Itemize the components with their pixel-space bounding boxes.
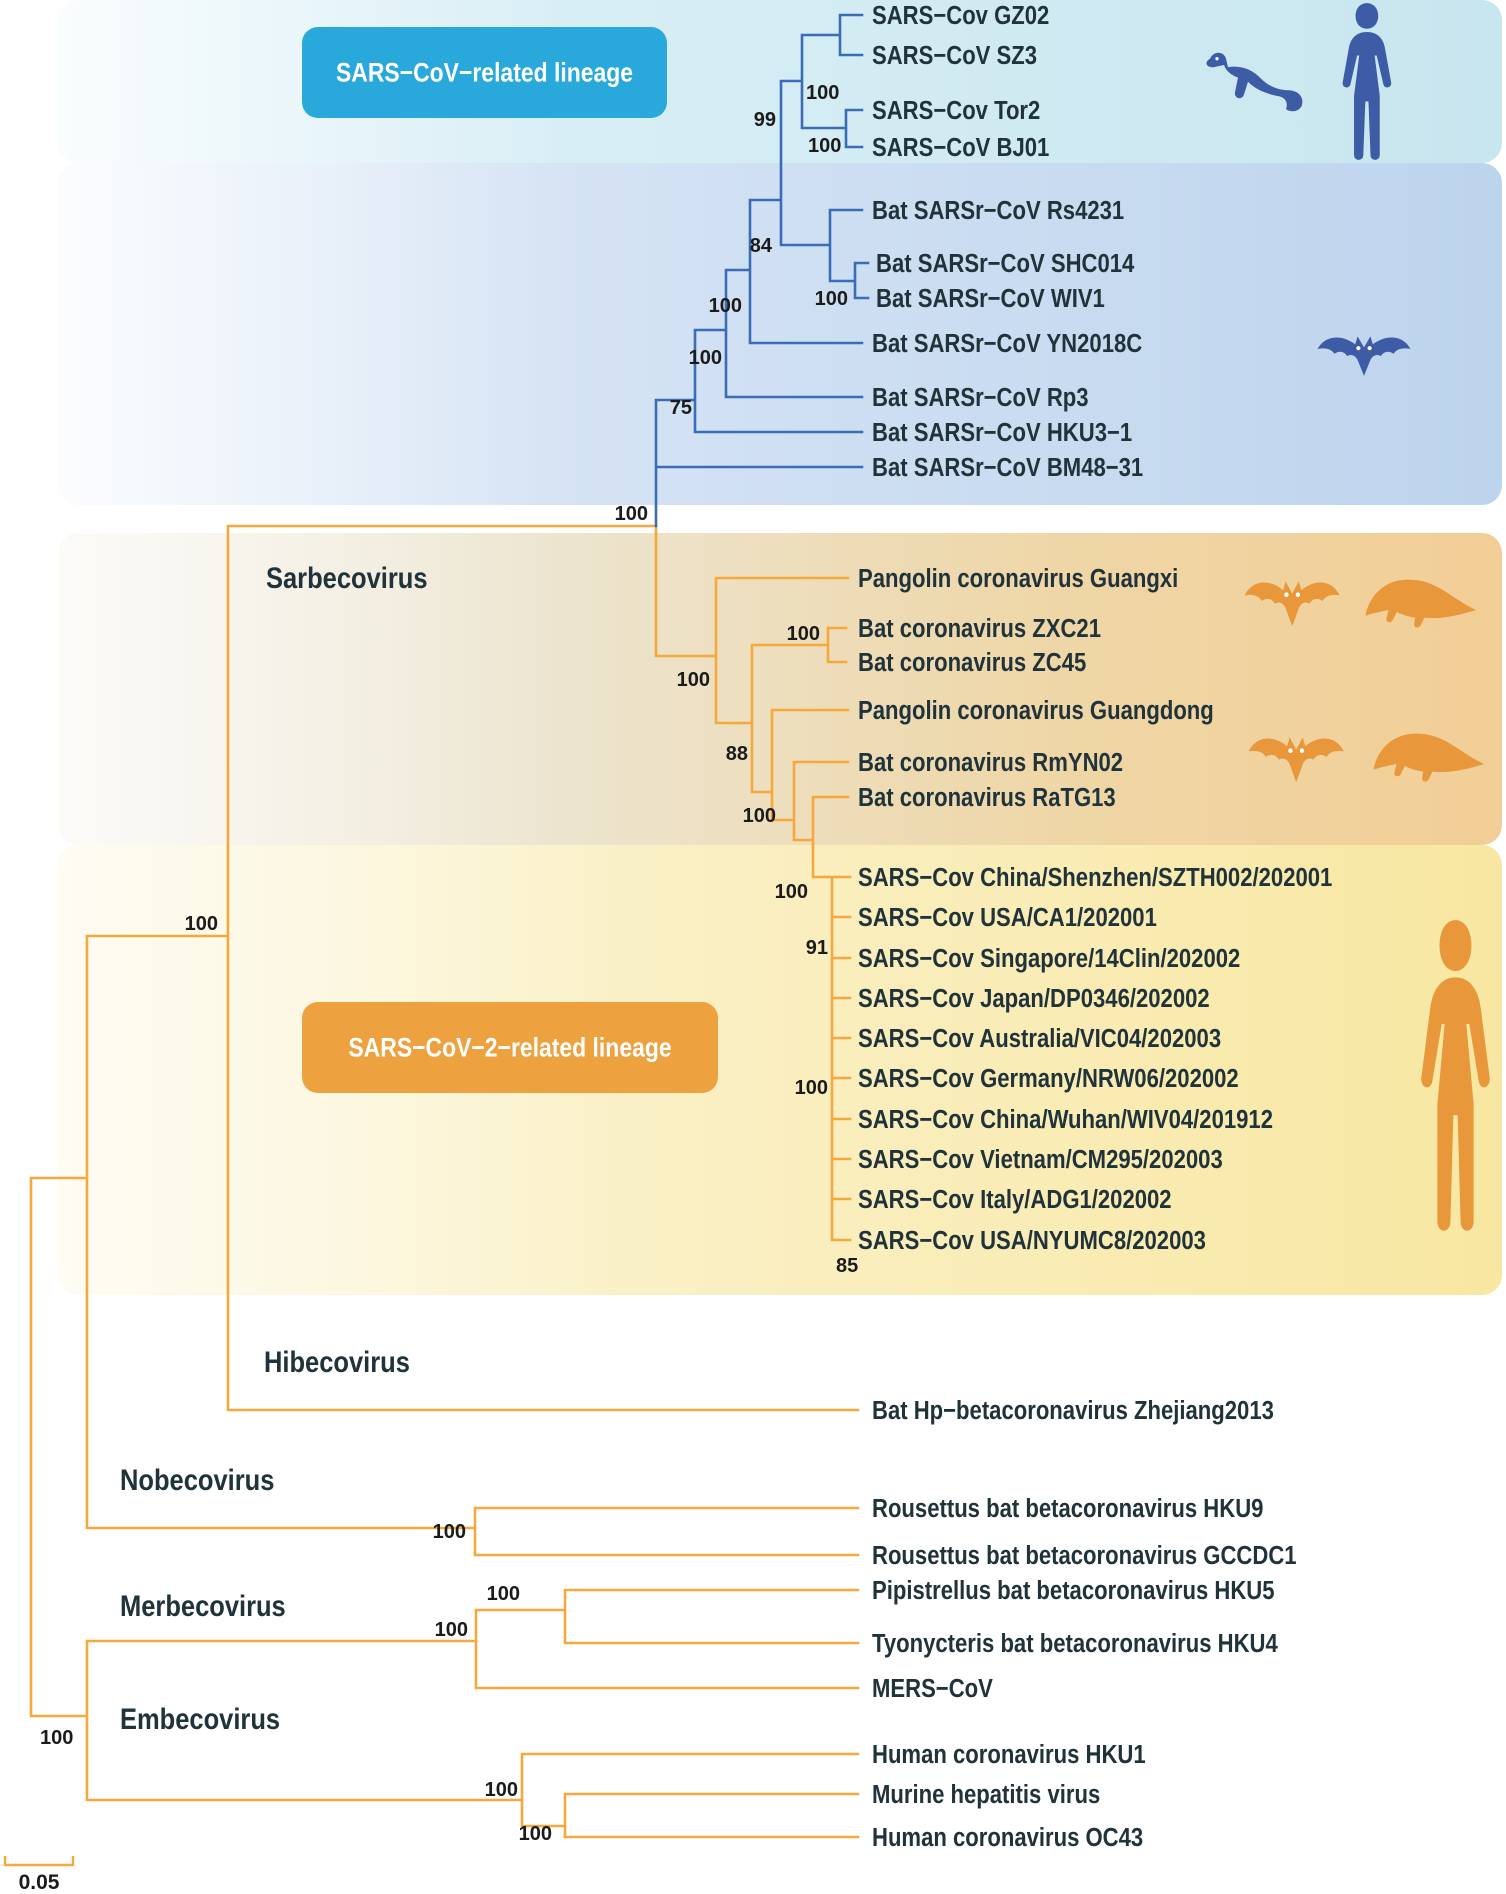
bootstrap-value: 100 [615,503,648,525]
taxon-label: Bat SARSr−CoV YN2018C [872,329,1142,358]
pangolin-icon [1373,733,1484,782]
taxon-label: Bat SARSr−CoV Rp3 [872,383,1089,412]
lineage-badge [302,1002,718,1093]
taxon-label: Tyonycteris bat betacoronavirus HKU4 [872,1629,1278,1658]
taxon-label: SARS−Cov GZ02 [872,1,1049,30]
bootstrap-value: 100 [795,1077,828,1099]
tree-branches-blue [654,13,870,528]
taxon-label: SARS−Cov Vietnam/CM295/202003 [858,1145,1223,1174]
bootstrap-value: 100 [40,1727,73,1749]
human-icon [1421,920,1490,1231]
bootstrap-value: 84 [750,235,773,257]
bootstrap-value: 91 [806,937,828,959]
bootstrap-value: 100 [689,347,722,369]
taxon-label: Bat SARSr−CoV WIV1 [876,284,1105,313]
taxon-label: Human coronavirus OC43 [872,1823,1143,1852]
taxon-label: SARS−Cov Germany/NRW06/202002 [858,1064,1239,1093]
panel-sars-cov-2-lineage [58,845,1502,1295]
taxon-label: Human coronavirus HKU1 [872,1740,1146,1769]
bootstrap-value: 100 [677,669,710,691]
taxon-label: Bat SARSr−CoV BM48−31 [872,453,1143,482]
bootstrap-value: 100 [815,288,848,310]
bootstrap-value: 100 [519,1823,552,1845]
bat-icon [1244,581,1340,627]
bootstrap-value: 100 [709,295,742,317]
taxon-label: Bat coronavirus RaTG13 [858,783,1116,812]
taxon-label: SARS−Cov China/Shenzhen/SZTH002/202001 [858,863,1332,892]
taxon-label: SARS−Cov Italy/ADG1/202002 [858,1185,1172,1214]
taxon-label: Bat Hp−betacoronavirus Zhejiang2013 [872,1396,1274,1425]
civet-icon [1206,52,1303,112]
bootstrap-value: 100 [806,82,839,104]
lineage-badge-label: SARS−CoV−2−related lineage [348,1033,671,1063]
taxon-label: Bat SARSr−CoV Rs4231 [872,196,1124,225]
genus-label: Sarbecovirus [266,561,428,594]
panel-pangolin-bat [58,533,1502,845]
human-icon [1342,3,1392,160]
taxon-label: SARS−Cov Japan/DP0346/202002 [858,984,1210,1013]
taxon-label: Bat SARSr−CoV SHC014 [876,249,1135,278]
taxon-label: Bat coronavirus ZXC21 [858,614,1101,643]
bootstrap-value: 100 [775,881,808,903]
bootstrap-value: 100 [435,1619,468,1641]
taxon-label: Bat coronavirus ZC45 [858,648,1086,677]
taxon-label: Murine hepatitis virus [872,1780,1100,1809]
bootstrap-value: 100 [485,1779,518,1801]
taxon-label: SARS−Cov Singapore/14Clin/202002 [858,944,1240,973]
panel-bat-sarsr [58,163,1502,505]
taxon-label: SARS−Cov Australia/VIC04/202003 [858,1024,1221,1053]
taxon-label: SARS−Cov USA/NYUMC8/202003 [858,1226,1206,1255]
bootstrap-value: 88 [726,743,748,765]
scale-bar-label: 0.05 [19,1871,60,1894]
taxon-label: Rousettus bat betacoronavirus GCCDC1 [872,1541,1297,1570]
taxon-label: SARS−Cov China/Wuhan/WIV04/201912 [858,1105,1273,1134]
lineage-badge-label: SARS−CoV−related lineage [336,58,633,88]
lineage-badge [302,27,667,118]
pangolin-icon [1365,579,1476,628]
taxon-label: Pangolin coronavirus Guangdong [858,696,1214,725]
bootstrap-value: 100 [433,1521,466,1543]
tree-branches-orange [29,524,860,1839]
bootstrap-value: 100 [787,623,820,645]
bootstrap-value: 100 [808,135,841,157]
taxon-label: Bat coronavirus RmYN02 [858,748,1123,777]
bootstrap-value: 75 [670,397,692,419]
bat-icon [1317,336,1411,376]
bootstrap-value: 100 [185,913,218,935]
taxon-label: SARS−CoV BJ01 [872,133,1049,162]
taxon-label: Pipistrellus bat betacoronavirus HKU5 [872,1576,1275,1605]
bootstrap-value: 100 [487,1583,520,1605]
bootstrap-value: 99 [754,109,776,131]
genus-label: Nobecovirus [120,1463,274,1496]
genus-label: Embecovirus [120,1702,280,1735]
taxon-label: Rousettus bat betacoronavirus HKU9 [872,1494,1263,1523]
taxon-label: SARS−Cov Tor2 [872,96,1040,125]
genus-label: Merbecovirus [120,1589,286,1622]
scale-bar [3,1856,75,1867]
taxon-label: SARS−Cov USA/CA1/202001 [858,903,1157,932]
bootstrap-value: 100 [743,805,776,827]
bat-icon [1248,737,1344,783]
taxon-label: Pangolin coronavirus Guangxi [858,564,1178,593]
bootstrap-value: 85 [836,1255,858,1277]
taxon-label: Bat SARSr−CoV HKU3−1 [872,418,1132,447]
genus-label: Hibecovirus [264,1345,410,1378]
taxon-label: MERS−CoV [872,1674,993,1703]
taxon-label: SARS−CoV SZ3 [872,41,1037,70]
